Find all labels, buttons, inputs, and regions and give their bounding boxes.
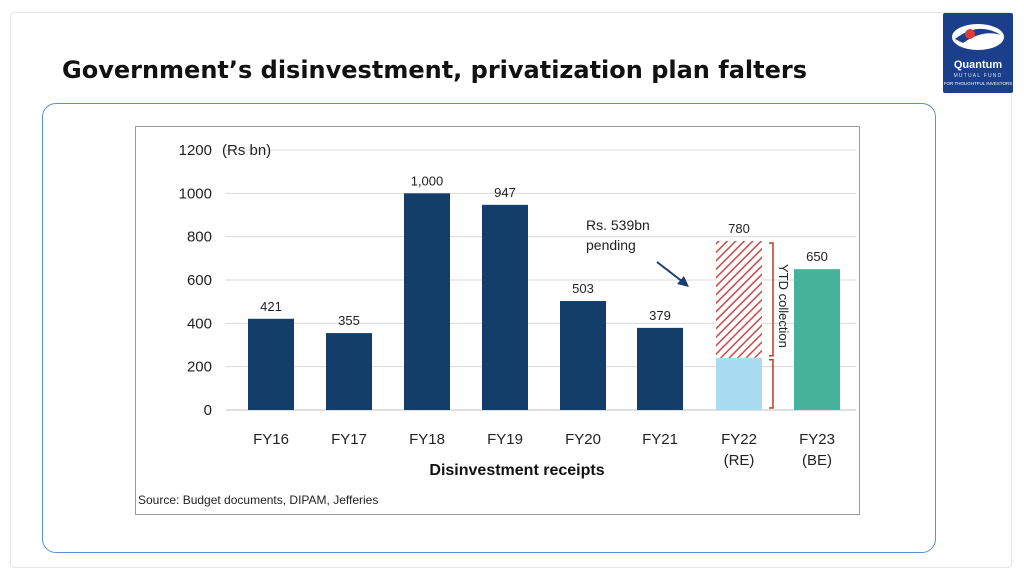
bar-fy22-pending [716, 241, 762, 358]
ytd-bracket [769, 359, 774, 409]
y-tick-label: 200 [187, 359, 212, 376]
source-note: Source: Budget documents, DIPAM, Jefferi… [138, 493, 378, 507]
y-tick-label: 1200 [179, 142, 212, 159]
data-label: 355 [338, 313, 360, 328]
data-label: 947 [494, 185, 516, 200]
logo-name: Quantum [953, 59, 1003, 71]
bar-fy20 [560, 301, 606, 410]
ytd-annotation: YTD collection [776, 264, 791, 348]
bar-fy22-ytd [716, 357, 762, 410]
bar-fy23 [794, 269, 840, 410]
x-axis-title: Disinvestment receipts [429, 462, 604, 479]
bar-fy19 [482, 204, 528, 410]
logo-sub: MUTUAL FUND [953, 73, 1003, 79]
bar-fy21 [637, 327, 683, 410]
data-label: 379 [649, 308, 671, 323]
y-tick-label: 400 [187, 315, 212, 332]
bar-fy16 [248, 318, 294, 410]
data-label: 1,000 [411, 173, 444, 188]
logo-tagline: FOR THOUGHTFUL INVESTORS [943, 81, 1013, 86]
x-tick-label: FY19 [487, 431, 523, 448]
y-tick-label: 0 [204, 402, 212, 419]
disinvestment-chart: 0 200 400 600 800 1000 1200 (Rs bn) 421 FY16 355 FY… [138, 142, 856, 507]
y-tick-label: 1000 [179, 185, 212, 202]
x-tick-label: FY21 [642, 431, 678, 448]
data-label: 650 [806, 249, 828, 264]
pending-arrow-line [656, 261, 684, 283]
pending-bracket [769, 242, 774, 357]
pending-annotation: Rs. 539bn pending [586, 217, 650, 253]
slide-frame [10, 12, 1012, 568]
bar-fy17 [326, 333, 372, 410]
bar-fy18 [404, 193, 450, 410]
x-tick-label: FY16 [253, 431, 289, 448]
data-label: 503 [572, 281, 594, 296]
x-tick-label: FY22 (RE) [721, 431, 757, 469]
x-tick-label: FY23 (BE) [799, 431, 835, 469]
x-tick-label: FY17 [331, 431, 367, 448]
data-label: 421 [260, 299, 282, 314]
pending-arrowhead [677, 276, 689, 287]
chart-frame: 0 200 400 600 800 1000 1200 (Rs bn) 421 FY16 355 FY… [135, 126, 860, 515]
data-label: 780 [728, 221, 750, 236]
quantum-logo: Quantum MUTUAL FUND FOR THOUGHTFUL INVES… [943, 13, 1013, 93]
logo-emblem-icon [952, 24, 1004, 50]
x-tick-label: FY18 [409, 431, 445, 448]
x-tick-label: FY20 [565, 431, 601, 448]
y-tick-label: 600 [187, 272, 212, 289]
page-title: Government’s disinvestment, privatizatio… [62, 56, 807, 84]
y-tick-label: 800 [187, 229, 212, 246]
unit-label: (Rs bn) [222, 142, 271, 159]
